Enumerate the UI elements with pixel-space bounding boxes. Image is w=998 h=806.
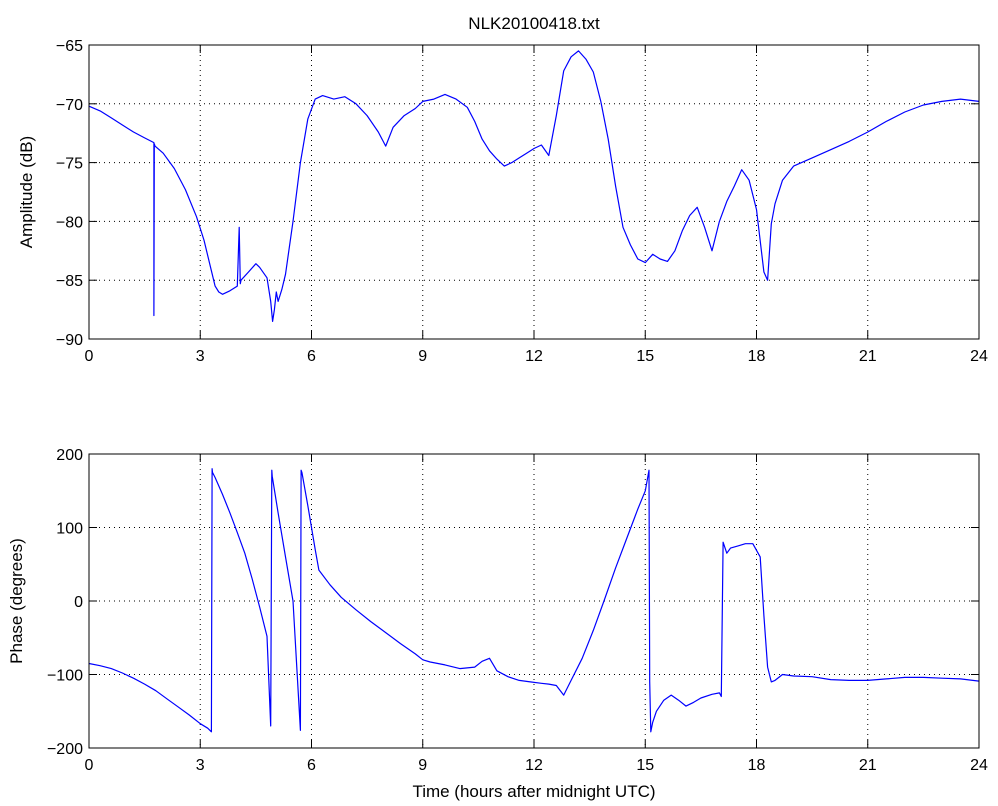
phase-y-tick-labels: −200 −100 0 100 200 (47, 447, 83, 758)
x-tick-label: 24 (970, 348, 988, 365)
y-tick-label: −65 (56, 38, 83, 55)
phase-grid (89, 454, 979, 748)
phase-y-axis-label: Phase (degrees) (7, 538, 26, 664)
amplitude-x-tick-labels: 0 3 6 9 12 15 18 21 24 (85, 348, 988, 365)
x-tick-label: 12 (525, 348, 543, 365)
x-tick-label: 21 (859, 348, 877, 365)
y-tick-label: −200 (47, 741, 83, 758)
phase-series-line (88, 468, 980, 733)
x-tick-label: 0 (85, 348, 94, 365)
amplitude-series-line (88, 50, 980, 322)
y-tick-label: 0 (74, 594, 83, 611)
amplitude-y-tick-labels: −90 −85 −80 −75 −70 −65 (56, 38, 83, 349)
phase-x-axis-label: Time (hours after midnight UTC) (412, 782, 655, 801)
y-tick-label: −70 (56, 97, 83, 114)
x-tick-label: 21 (859, 757, 877, 774)
x-tick-label: 6 (307, 348, 316, 365)
x-tick-label: 3 (196, 348, 205, 365)
x-tick-label: 15 (636, 757, 654, 774)
amplitude-y-axis-label: Amplitude (dB) (17, 136, 36, 248)
x-tick-label: 9 (418, 757, 427, 774)
phase-x-tick-labels: 0 3 6 9 12 15 18 21 24 (85, 757, 988, 774)
amplitude-axes-frame (88, 44, 980, 340)
x-tick-label: 0 (85, 757, 94, 774)
phase-plot: 0 3 6 9 12 15 18 21 24 −200 −100 0 100 200 Phase (de… (7, 447, 988, 801)
x-tick-label: 15 (636, 348, 654, 365)
x-tick-label: 24 (970, 757, 988, 774)
x-tick-label: 3 (196, 757, 205, 774)
amplitude-plot: NLK20100418.txt 0 3 6 9 12 15 18 21 24 −90 −85 −80… (17, 14, 988, 365)
y-tick-label: 100 (56, 521, 83, 538)
phase-axes-frame (88, 453, 980, 749)
chart-title: NLK20100418.txt (468, 14, 600, 33)
y-tick-label: −75 (56, 156, 83, 173)
y-tick-label: −80 (56, 214, 83, 231)
y-tick-label: 200 (56, 447, 83, 464)
x-tick-label: 18 (748, 757, 766, 774)
y-tick-label: −85 (56, 273, 83, 290)
x-tick-label: 12 (525, 757, 543, 774)
y-tick-label: −100 (47, 668, 83, 685)
x-tick-label: 18 (748, 348, 766, 365)
amplitude-grid (89, 45, 979, 339)
x-tick-label: 6 (307, 757, 316, 774)
y-tick-label: −90 (56, 332, 83, 349)
x-tick-label: 9 (418, 348, 427, 365)
